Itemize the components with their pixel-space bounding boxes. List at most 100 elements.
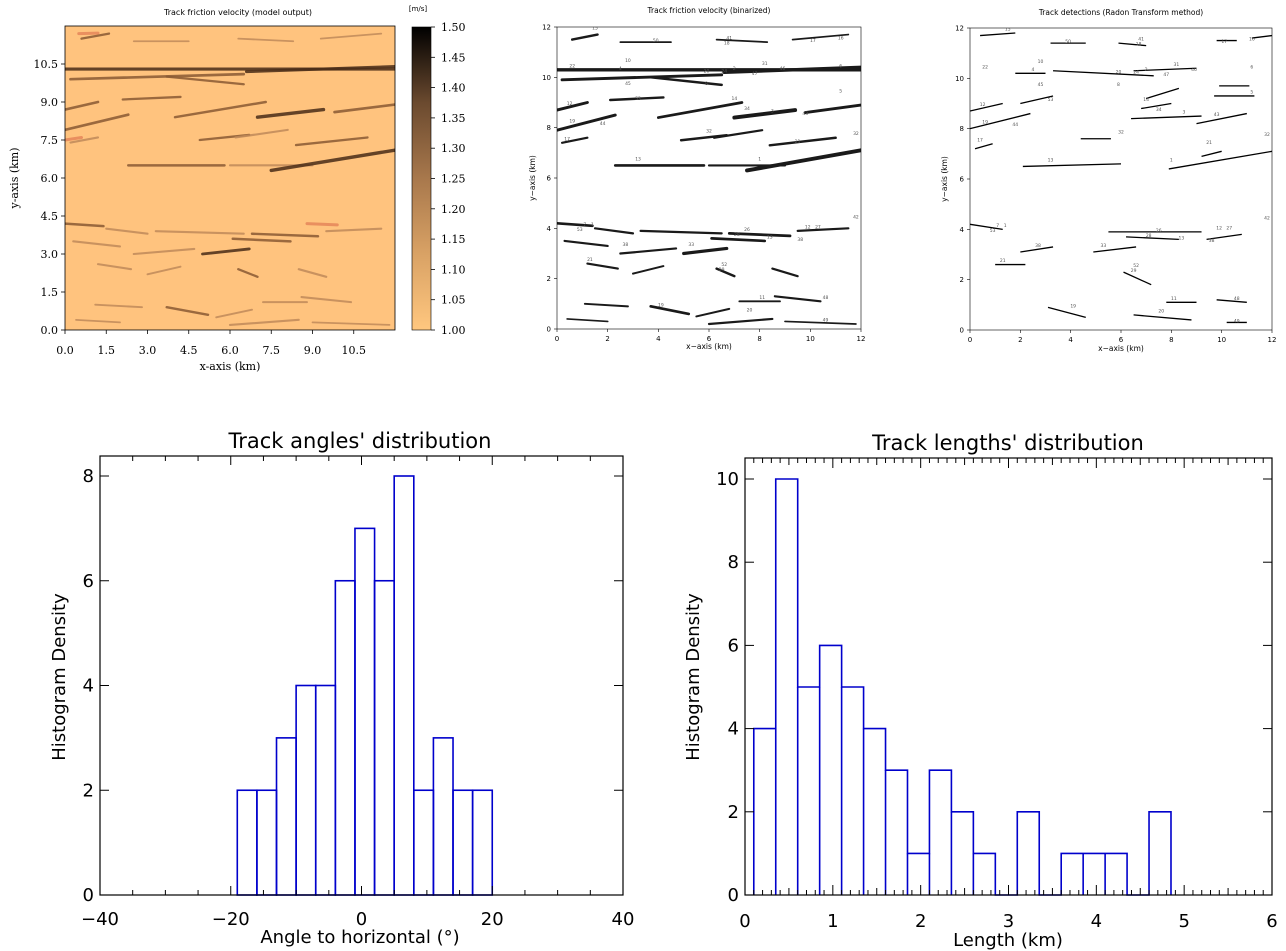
track-label: 20 bbox=[1116, 69, 1122, 75]
streak-30 bbox=[94, 303, 143, 309]
binary-track-13 bbox=[768, 136, 837, 147]
track-label: 1 bbox=[1004, 223, 1007, 229]
streak-39 bbox=[319, 32, 383, 40]
track-label: 42 bbox=[1264, 215, 1270, 221]
ytick-label: 12 bbox=[542, 24, 551, 32]
binary-track-33 bbox=[707, 317, 774, 326]
streak-1 bbox=[69, 72, 246, 81]
angles-frame bbox=[99, 455, 624, 896]
ytick-label: 8 bbox=[728, 552, 739, 573]
track-label: 6 bbox=[1250, 64, 1253, 70]
binarized-panel: Track friction velocity (binarized) 1550… bbox=[528, 6, 865, 351]
colorbar-tick-label: 1.05 bbox=[441, 294, 466, 307]
track-label: 50 bbox=[1065, 39, 1071, 45]
ytick-label: 4 bbox=[728, 719, 739, 740]
radon-title: Track detections (Radon Transform method… bbox=[1038, 8, 1203, 17]
track-label: 17 bbox=[810, 38, 816, 44]
track-label: 28 bbox=[1146, 233, 1152, 239]
ytick-label: 9.0 bbox=[41, 96, 59, 109]
angle-bar-8 bbox=[393, 475, 415, 896]
track-label: 21 bbox=[1000, 258, 1006, 264]
angle-bar-0 bbox=[236, 789, 258, 896]
streak-9 bbox=[65, 113, 130, 132]
ytick-label: 1.5 bbox=[41, 286, 59, 299]
binary-track-9 bbox=[557, 113, 617, 132]
model-output-streaks bbox=[65, 31, 395, 326]
radon-line-10 bbox=[974, 143, 993, 150]
streak-5 bbox=[165, 75, 245, 86]
binary-track-21 bbox=[796, 227, 850, 232]
colorbar-tick-label: 1.45 bbox=[441, 51, 466, 64]
radon-line-24 bbox=[1047, 306, 1086, 319]
radon-line-21 bbox=[1123, 271, 1152, 286]
streak-4 bbox=[121, 95, 182, 101]
streak-17 bbox=[65, 222, 105, 228]
lengths-bars bbox=[752, 478, 1172, 896]
radon-panel: Track detections (Radon Transform method… bbox=[940, 8, 1276, 353]
ytick-label: 0 bbox=[960, 327, 964, 335]
track-label: 52 bbox=[1133, 263, 1139, 269]
model-output-background bbox=[65, 26, 395, 330]
binary-track-22 bbox=[563, 239, 609, 248]
streak-40 bbox=[75, 318, 121, 324]
binary-track-12 bbox=[712, 129, 764, 139]
binary-track-4 bbox=[608, 96, 665, 102]
ytick-label: 6 bbox=[728, 635, 739, 656]
binary-track-19 bbox=[639, 229, 723, 235]
angle-bar-6 bbox=[354, 527, 376, 896]
colorbar-tick-label: 1.40 bbox=[441, 82, 466, 95]
colorbar-gradient bbox=[411, 26, 432, 331]
binary-track-5 bbox=[649, 76, 723, 87]
streak-6 bbox=[173, 100, 267, 119]
xtick-label: 3.0 bbox=[139, 344, 157, 357]
xtick-label: 12 bbox=[857, 335, 866, 343]
track-label: 48 bbox=[823, 295, 829, 301]
colorbar-tick-label: 1.15 bbox=[441, 233, 466, 246]
ytick-label: 2 bbox=[83, 780, 94, 801]
track-label: 47 bbox=[1163, 72, 1169, 78]
track-label: 17 bbox=[1221, 39, 1227, 45]
radon-line-8 bbox=[1141, 102, 1172, 110]
binary-track-10 bbox=[560, 136, 589, 144]
binarized-xlabel: x−axis (km) bbox=[686, 342, 732, 351]
xtick-label: 8 bbox=[1169, 336, 1173, 344]
track-label: 34 bbox=[744, 106, 750, 112]
streak-3 bbox=[65, 100, 100, 111]
ytick-label: 4 bbox=[547, 225, 552, 233]
track-label: 48 bbox=[1234, 296, 1240, 302]
xtick-label: 2 bbox=[1018, 336, 1022, 344]
track-label: 18 bbox=[724, 41, 730, 47]
streak-24 bbox=[201, 247, 251, 256]
track-label: 49 bbox=[823, 317, 829, 323]
track-label: 4 bbox=[619, 66, 622, 72]
binary-track-3 bbox=[557, 101, 589, 112]
xtick-label: 20 bbox=[481, 909, 504, 930]
track-label: 34 bbox=[1156, 107, 1162, 113]
track-label: 26 bbox=[1156, 228, 1162, 234]
track-label: 14 bbox=[1143, 97, 1149, 103]
streak-25 bbox=[231, 237, 292, 243]
ytick-label: 2 bbox=[960, 276, 964, 284]
track-label: 45 bbox=[1038, 82, 1044, 88]
radon-line-13 bbox=[1201, 150, 1222, 157]
radon-line-29 bbox=[1118, 42, 1147, 47]
xtick-label: 2 bbox=[915, 911, 926, 932]
xtick-label: −40 bbox=[81, 909, 119, 930]
track-label: 32 bbox=[853, 131, 859, 137]
track-label: 17 bbox=[564, 136, 570, 142]
streak-16 bbox=[269, 148, 395, 173]
ytick-label: 10 bbox=[716, 469, 739, 490]
xtick-label: 0 bbox=[555, 335, 559, 343]
track-label: 29 bbox=[719, 267, 725, 273]
binary-track-28 bbox=[715, 267, 736, 278]
radon-line-12 bbox=[1168, 150, 1272, 170]
track-label: 13 bbox=[635, 156, 641, 162]
track-label: 24 bbox=[721, 68, 727, 74]
track-label: 8 bbox=[705, 81, 708, 87]
binary-track-8 bbox=[803, 103, 861, 115]
streak-38 bbox=[237, 37, 295, 43]
track-label: 2 bbox=[733, 66, 736, 72]
radon-line-16 bbox=[1126, 236, 1179, 241]
colorbar-tick-label: 1.00 bbox=[441, 324, 466, 337]
track-label: 52 bbox=[721, 262, 727, 268]
